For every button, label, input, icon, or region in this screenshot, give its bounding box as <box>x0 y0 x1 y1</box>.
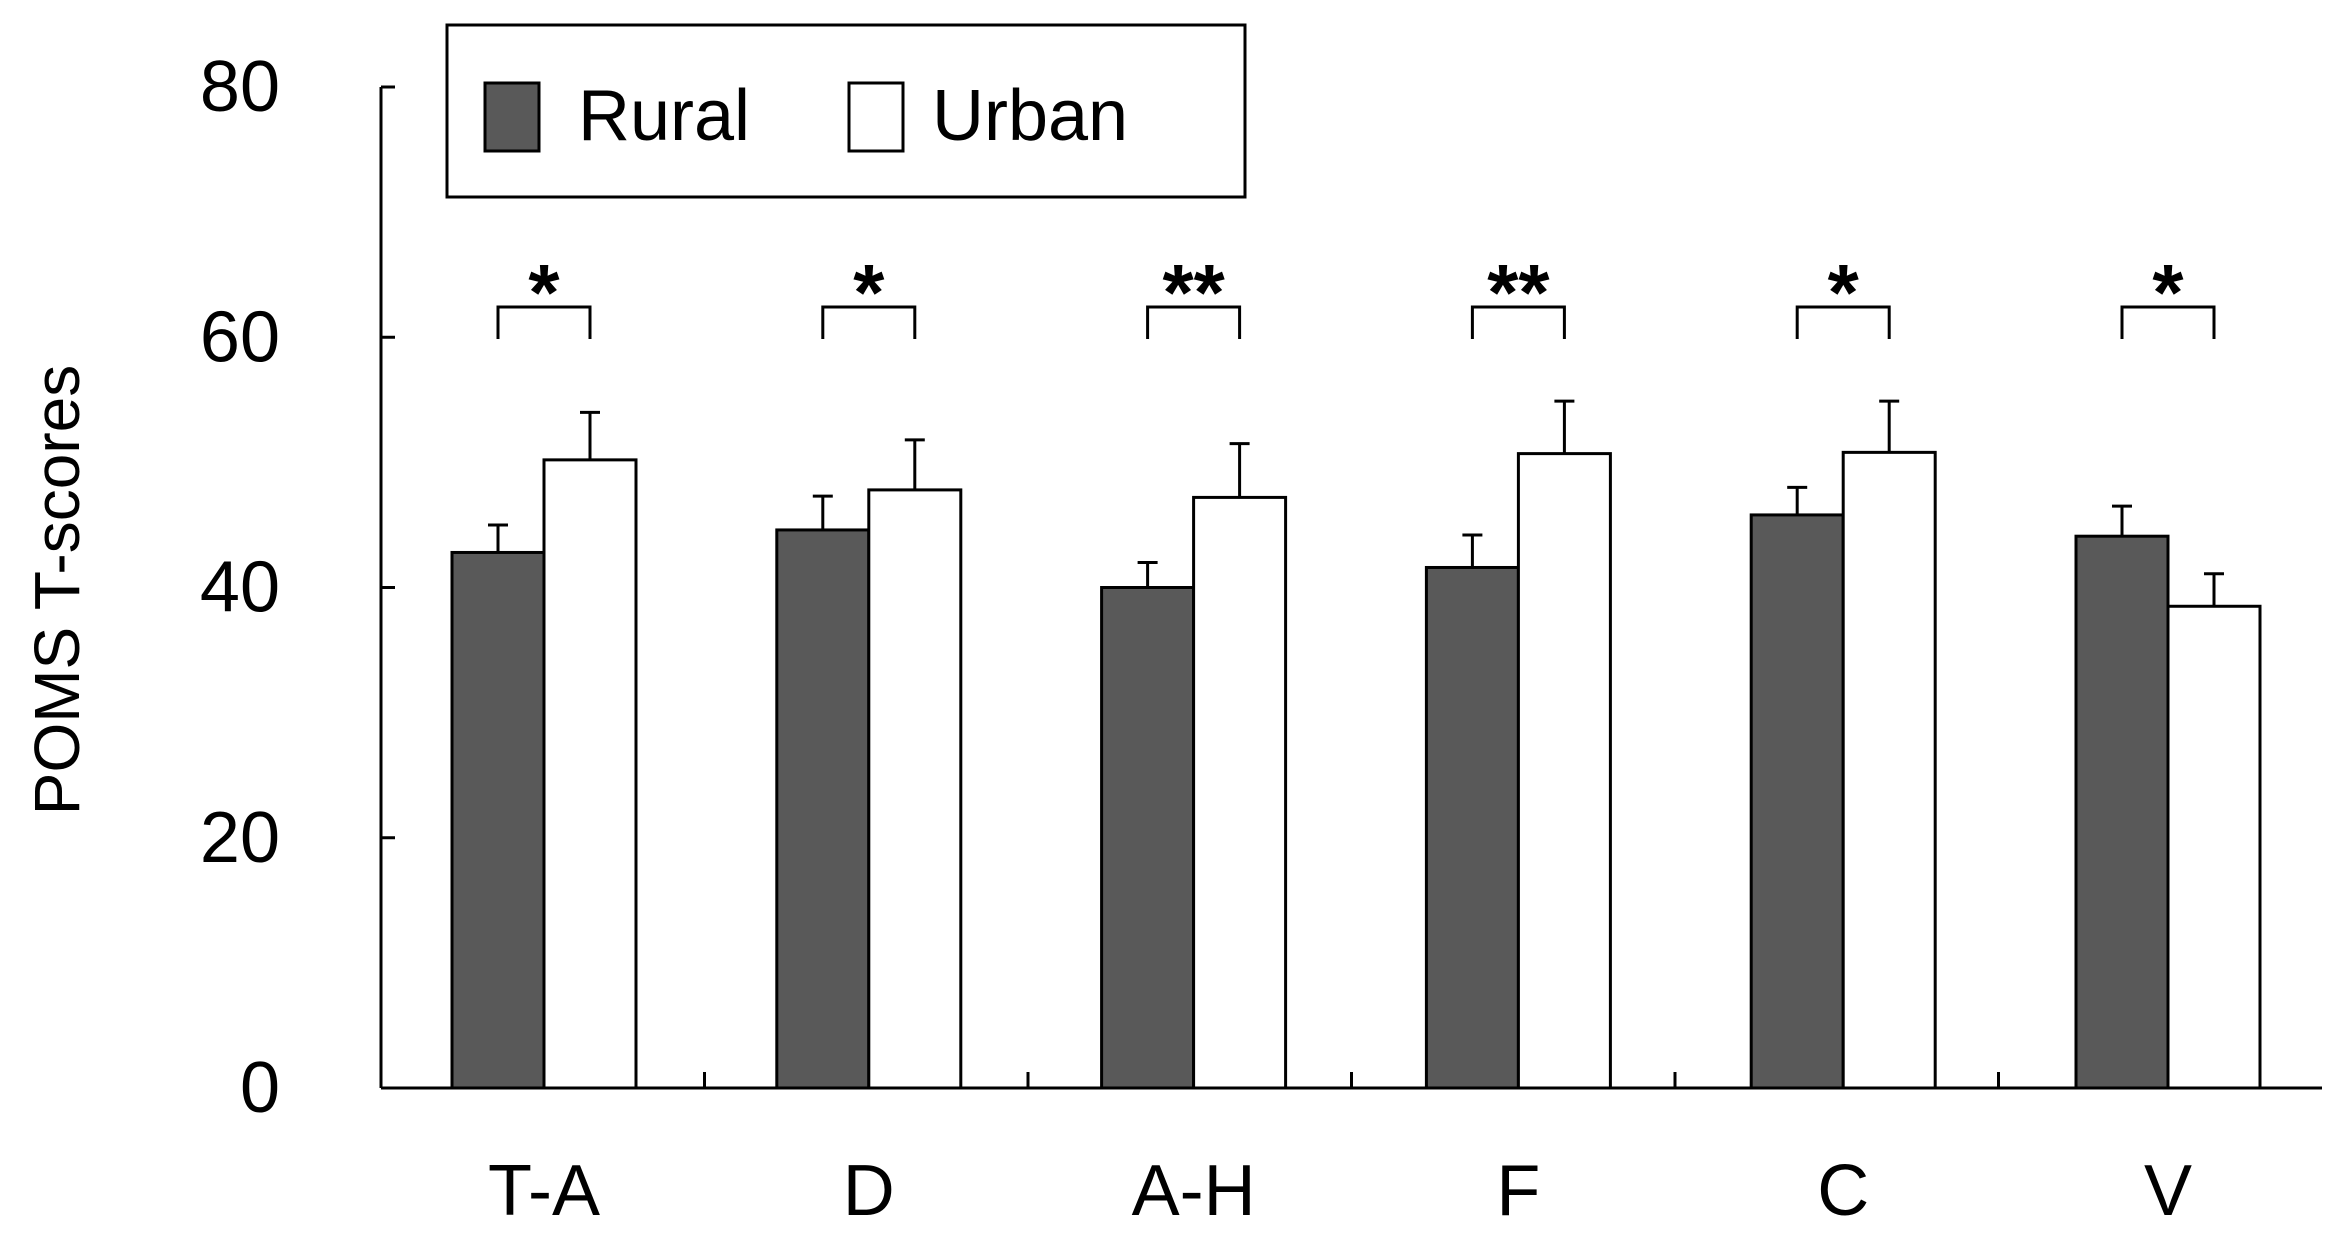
bar-rural-4 <box>1749 513 1845 1090</box>
significance-marker-0: * <box>528 248 560 337</box>
bar-urban-2 <box>1192 495 1288 1090</box>
significance-bracket-0 <box>496 305 592 339</box>
legend-label-rural: Rural <box>578 76 750 156</box>
significance-marker-5: * <box>2152 248 2184 337</box>
bar-rural-0 <box>450 550 546 1090</box>
significance-bracket-3 <box>1470 305 1566 339</box>
y-tick-label-60: 60 <box>200 297 280 377</box>
x-tick-label-4: C <box>1817 1151 1869 1231</box>
legend-swatch-rural <box>483 81 541 153</box>
bar-urban-1 <box>867 488 963 1090</box>
significance-marker-1: * <box>853 248 885 337</box>
legend-label-urban: Urban <box>932 76 1128 156</box>
significance-bracket-5 <box>2120 305 2216 339</box>
significance-marker-2: ** <box>1162 248 1225 337</box>
significance-bracket-1 <box>821 305 917 339</box>
significance-marker-3: ** <box>1487 248 1550 337</box>
x-tick-label-0: T-A <box>488 1151 600 1231</box>
legend-box <box>445 23 1247 199</box>
x-tick-label-5: V <box>2144 1151 2192 1231</box>
bar-rural-2 <box>1100 586 1196 1090</box>
x-tick-label-2: A-H <box>1132 1151 1256 1231</box>
y-tick-label-80: 80 <box>200 47 280 127</box>
bar-urban-3 <box>1516 452 1612 1090</box>
significance-bracket-2 <box>1146 305 1242 339</box>
bar-rural-3 <box>1424 565 1520 1090</box>
y-tick-label-40: 40 <box>200 548 280 628</box>
bar-rural-5 <box>2074 534 2170 1090</box>
y-tick-label-0: 0 <box>240 1048 280 1128</box>
bar-urban-0 <box>542 458 638 1090</box>
significance-marker-4: * <box>1828 248 1860 337</box>
marks-layer: 0 20 40 60 80 T-A * D * A-H ** F ** C * V * <box>200 47 2262 1231</box>
x-tick-label-3: F <box>1496 1151 1540 1231</box>
y-tick-label-20: 20 <box>200 798 280 878</box>
significance-bracket-4 <box>1795 305 1891 339</box>
legend: Rural Urban <box>445 23 1247 199</box>
bar-urban-4 <box>1841 450 1937 1090</box>
y-axis-title: POMS T-scores <box>21 365 93 815</box>
bar-rural-1 <box>775 528 871 1090</box>
legend-swatch-urban <box>847 81 905 153</box>
x-tick-label-1: D <box>843 1151 895 1231</box>
bar-urban-5 <box>2166 604 2262 1090</box>
